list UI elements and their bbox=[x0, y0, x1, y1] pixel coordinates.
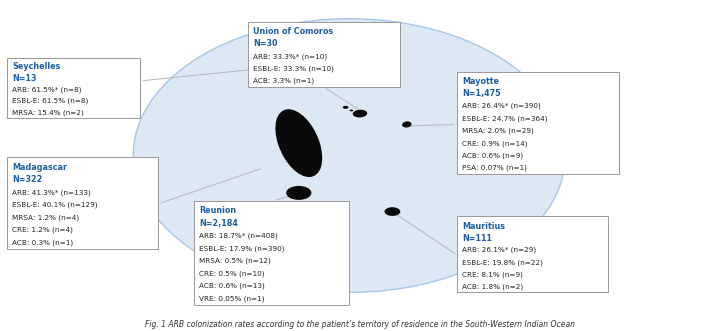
Text: VRE: 0.05% (n=1): VRE: 0.05% (n=1) bbox=[199, 295, 265, 302]
Text: ACB: 0.6% (n=13): ACB: 0.6% (n=13) bbox=[199, 283, 265, 289]
Ellipse shape bbox=[275, 61, 279, 64]
FancyBboxPatch shape bbox=[457, 71, 619, 174]
Text: ARB: 41.3%* (n=133): ARB: 41.3%* (n=133) bbox=[12, 189, 91, 196]
FancyBboxPatch shape bbox=[248, 22, 400, 87]
Text: ACB: 0.3% (n=1): ACB: 0.3% (n=1) bbox=[12, 239, 73, 246]
Text: MRSA: 15.4% (n=2): MRSA: 15.4% (n=2) bbox=[12, 109, 84, 116]
Text: CRE: 1.2% (n=4): CRE: 1.2% (n=4) bbox=[12, 227, 73, 233]
Text: CRE: 0.9% (n=14): CRE: 0.9% (n=14) bbox=[462, 140, 528, 147]
Text: MRSA: 0.5% (n=12): MRSA: 0.5% (n=12) bbox=[199, 258, 271, 264]
Text: Fig. 1 ARB colonization rates according to the patient’s territory of residence : Fig. 1 ARB colonization rates according … bbox=[145, 320, 575, 329]
Ellipse shape bbox=[283, 69, 286, 71]
Text: ARB: 26.1%* (n=29): ARB: 26.1%* (n=29) bbox=[462, 247, 536, 254]
Text: ACB: 1.8% (n=2): ACB: 1.8% (n=2) bbox=[462, 283, 523, 290]
Text: ESBL-E: 24.7% (n=364): ESBL-E: 24.7% (n=364) bbox=[462, 115, 548, 122]
Text: ARB: 26.4%* (n=390): ARB: 26.4%* (n=390) bbox=[462, 103, 541, 110]
Ellipse shape bbox=[133, 19, 565, 293]
Ellipse shape bbox=[288, 73, 295, 77]
Text: Union of Comoros: Union of Comoros bbox=[253, 27, 333, 36]
FancyBboxPatch shape bbox=[7, 58, 140, 118]
Ellipse shape bbox=[275, 109, 323, 177]
Text: Seychelles: Seychelles bbox=[12, 63, 60, 71]
Text: N=322: N=322 bbox=[12, 175, 42, 184]
Ellipse shape bbox=[402, 121, 412, 127]
Text: ESBL-E: 61.5% (n=8): ESBL-E: 61.5% (n=8) bbox=[12, 98, 89, 104]
Ellipse shape bbox=[294, 66, 299, 68]
Text: ACB: 0.6% (n=9): ACB: 0.6% (n=9) bbox=[462, 153, 523, 159]
Text: ARB: 61.5%* (n=8): ARB: 61.5%* (n=8) bbox=[12, 86, 82, 93]
Text: N=1,475: N=1,475 bbox=[462, 89, 501, 98]
Text: N=111: N=111 bbox=[462, 234, 492, 243]
Text: MRSA: 2.0% (n=29): MRSA: 2.0% (n=29) bbox=[462, 128, 534, 134]
Ellipse shape bbox=[353, 110, 367, 118]
Text: CRE: 8.1% (n=9): CRE: 8.1% (n=9) bbox=[462, 271, 523, 278]
Text: ESBL-E: 19.8% (n=22): ESBL-E: 19.8% (n=22) bbox=[462, 259, 543, 265]
Text: Mauritius: Mauritius bbox=[462, 221, 505, 230]
FancyBboxPatch shape bbox=[194, 201, 349, 305]
Text: N=30: N=30 bbox=[253, 39, 278, 49]
Text: Reunion: Reunion bbox=[199, 206, 237, 215]
Ellipse shape bbox=[264, 65, 269, 69]
Text: ARB: 18.7%* (n=408): ARB: 18.7%* (n=408) bbox=[199, 233, 278, 239]
FancyBboxPatch shape bbox=[7, 157, 158, 249]
Ellipse shape bbox=[258, 63, 261, 66]
Ellipse shape bbox=[350, 110, 354, 112]
Text: ESBL-E: 17.9% (n=390): ESBL-E: 17.9% (n=390) bbox=[199, 245, 285, 252]
Text: Madagascar: Madagascar bbox=[12, 163, 67, 172]
Ellipse shape bbox=[343, 106, 348, 109]
Ellipse shape bbox=[292, 211, 306, 218]
Text: ACB: 3.3% (n=1): ACB: 3.3% (n=1) bbox=[253, 78, 315, 84]
Ellipse shape bbox=[384, 207, 400, 216]
Text: ESBL-E: 40.1% (n=129): ESBL-E: 40.1% (n=129) bbox=[12, 202, 98, 208]
Text: CRE: 0.5% (n=10): CRE: 0.5% (n=10) bbox=[199, 270, 265, 277]
Text: PSA: 0.07% (n=1): PSA: 0.07% (n=1) bbox=[462, 165, 527, 171]
Text: N=13: N=13 bbox=[12, 74, 37, 83]
Text: N=2,184: N=2,184 bbox=[199, 219, 238, 228]
Text: ARB: 33.3%* (n=10): ARB: 33.3%* (n=10) bbox=[253, 53, 328, 60]
Ellipse shape bbox=[287, 186, 312, 200]
Text: ESBL-E: 33.3% (n=10): ESBL-E: 33.3% (n=10) bbox=[253, 66, 334, 72]
FancyBboxPatch shape bbox=[457, 216, 608, 293]
Text: MRSA: 1.2% (n=4): MRSA: 1.2% (n=4) bbox=[12, 214, 79, 221]
Text: Mayotte: Mayotte bbox=[462, 77, 499, 86]
